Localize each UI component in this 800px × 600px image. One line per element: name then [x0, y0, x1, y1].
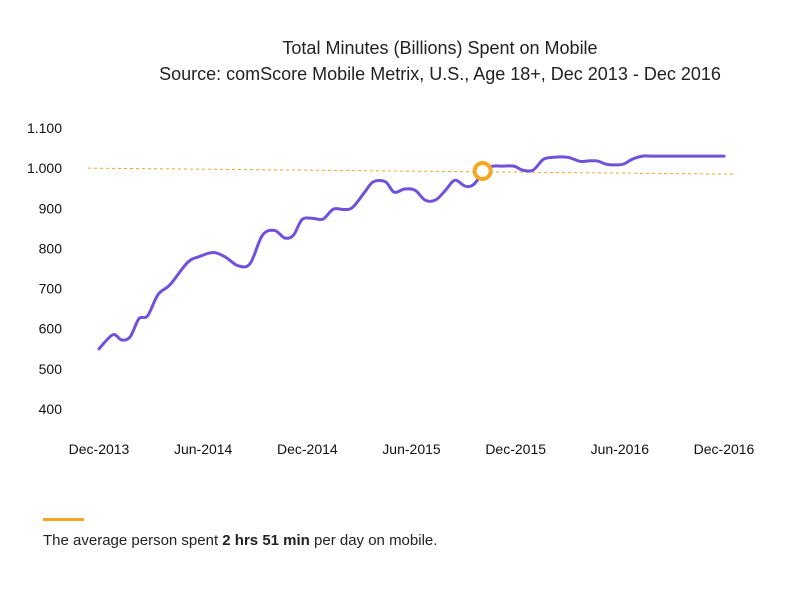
x-axis-ticks: Dec-2013 Jun-2014 Dec-2014 Jun-2015 Dec-2015… [69, 441, 755, 457]
note-legend-line [43, 518, 84, 521]
note-text: The average person spent 2 hrs 51 min pe… [43, 532, 437, 549]
x-tick-label: Jun-2014 [174, 441, 233, 457]
note-suffix: per day on mobile. [309, 532, 438, 549]
chart-subtitle: Source: comScore Mobile Metrix, U.S., Ag… [159, 64, 721, 84]
note-prefix: The average person spent [43, 532, 223, 549]
reference-line [87, 167, 736, 175]
y-tick-label: 800 [39, 240, 63, 256]
y-tick-label: 400 [39, 401, 63, 417]
x-tick-label: Jun-2016 [591, 441, 650, 457]
y-tick-label: 600 [39, 321, 63, 337]
y-tick-label: 700 [39, 281, 63, 297]
y-tick-label: 1.000 [27, 160, 62, 176]
y-tick-label: 500 [39, 361, 63, 377]
x-tick-label: Dec-2016 [694, 441, 755, 457]
x-tick-label: Dec-2013 [69, 441, 130, 457]
y-tick-label: 1.100 [27, 120, 62, 136]
series-line [97, 154, 726, 351]
y-axis-ticks: 400 500 600 700 800 900 1.000 1.100 [27, 120, 62, 417]
y-tick-label: 900 [39, 200, 63, 216]
x-tick-label: Jun-2015 [382, 441, 441, 457]
note-bold-duration: 2 hrs 51 min [222, 532, 310, 549]
x-tick-label: Dec-2014 [277, 441, 338, 457]
x-tick-label: Dec-2015 [485, 441, 546, 457]
highlight-marker [472, 160, 493, 181]
chart-title: Total Minutes (Billions) Spent on Mobile [282, 38, 598, 58]
